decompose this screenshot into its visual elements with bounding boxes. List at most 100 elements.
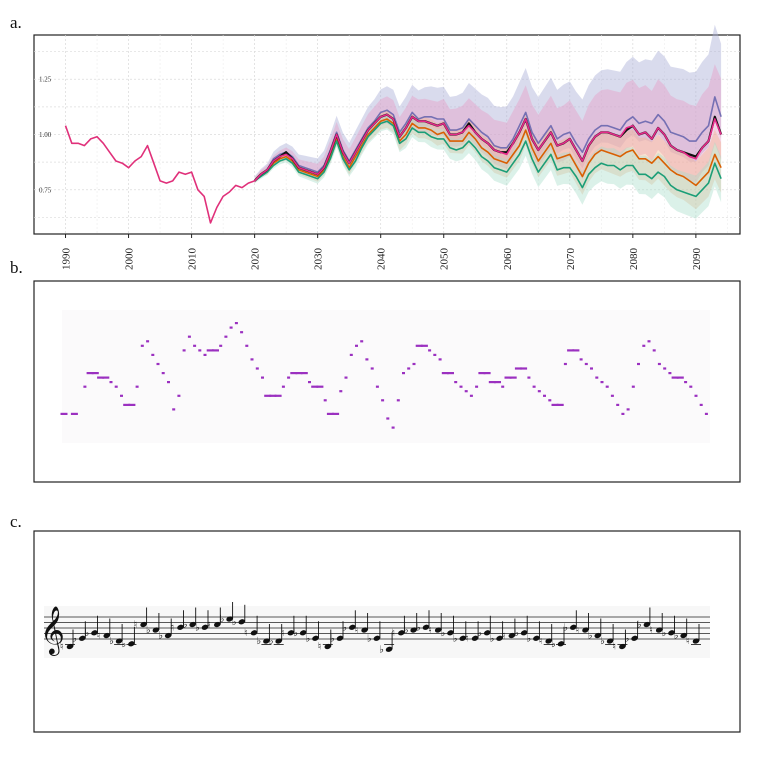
note-head xyxy=(373,635,381,641)
note-head xyxy=(668,630,675,636)
note-marker xyxy=(441,372,449,375)
note-marker xyxy=(109,381,113,384)
series-line xyxy=(254,113,722,182)
note-marker xyxy=(339,390,343,393)
note-marker xyxy=(689,385,693,388)
note-head xyxy=(447,630,454,636)
note-marker xyxy=(631,385,635,388)
flat-icon: ♭ xyxy=(146,625,151,636)
note-head xyxy=(177,624,184,630)
chart-c-staff-bg xyxy=(44,606,710,658)
note-marker xyxy=(261,376,264,379)
note-marker xyxy=(605,385,609,388)
flat-icon: ♭ xyxy=(588,631,593,642)
note-marker xyxy=(120,394,123,397)
note-marker xyxy=(245,344,249,347)
note-marker xyxy=(567,349,575,352)
note-head xyxy=(336,635,344,641)
note-marker xyxy=(527,376,531,379)
natural-icon: ♮ xyxy=(428,625,432,636)
note-marker xyxy=(610,394,614,397)
note-marker xyxy=(295,372,303,375)
note-head xyxy=(655,627,663,633)
note-marker xyxy=(250,358,254,361)
flat-icon: ♭ xyxy=(269,636,274,647)
note-head xyxy=(533,635,540,641)
series-line xyxy=(254,120,722,198)
note-marker xyxy=(548,399,552,402)
note-marker xyxy=(212,349,219,352)
note-marker xyxy=(647,340,651,343)
note-marker xyxy=(415,344,423,347)
note-marker xyxy=(102,376,110,379)
note-marker xyxy=(514,367,522,370)
note-marker xyxy=(332,412,340,415)
note-head xyxy=(410,627,418,633)
note-marker xyxy=(381,399,385,402)
natural-icon: ♮ xyxy=(207,620,211,631)
y-tick-label: 1.00 xyxy=(39,131,52,139)
note-marker xyxy=(177,394,181,397)
note-marker xyxy=(323,399,327,402)
line-chart-panel: 0.75 1.00 1.25 1990 2000 2010 2020 2030 2040 205… xyxy=(33,24,741,271)
flat-icon: ♭ xyxy=(563,622,568,633)
note-marker xyxy=(234,322,238,325)
note-head xyxy=(594,632,602,639)
treble-clef-icon: 𝄞 xyxy=(40,605,65,656)
chart-a-y-ticks: 0.75 1.00 1.25 xyxy=(39,76,52,195)
note-marker xyxy=(386,417,390,420)
flat-icon: ♭ xyxy=(342,622,347,633)
note-marker xyxy=(537,390,541,393)
natural-icon: ♮ xyxy=(686,636,690,647)
flat-icon: ♭ xyxy=(293,628,298,639)
note-marker xyxy=(206,349,214,352)
flat-icon: ♭ xyxy=(330,633,335,644)
note-marker xyxy=(349,353,353,356)
natural-icon: ♮ xyxy=(281,628,285,639)
note-marker xyxy=(123,403,131,406)
natural-icon: ♮ xyxy=(244,628,248,639)
note-head xyxy=(275,638,283,644)
note-marker xyxy=(563,362,567,366)
note-marker xyxy=(114,385,118,388)
note-marker xyxy=(637,362,640,366)
note-head xyxy=(520,630,528,636)
natural-icon: ♮ xyxy=(465,633,469,644)
note-marker xyxy=(240,331,244,334)
note-head xyxy=(692,638,700,644)
chart-b-notes xyxy=(60,322,708,429)
flat-icon: ♭ xyxy=(367,633,372,644)
note-head xyxy=(557,641,565,647)
flat-icon: ♭ xyxy=(441,628,446,639)
natural-icon: ♮ xyxy=(355,625,359,636)
note-marker xyxy=(274,394,282,397)
note-marker xyxy=(668,372,672,375)
uncertainty-band xyxy=(254,24,722,184)
note-head xyxy=(385,646,393,652)
note-head xyxy=(189,621,197,628)
note-marker xyxy=(459,385,463,388)
flat-icon: ♭ xyxy=(662,628,667,639)
note-marker xyxy=(483,372,491,375)
flat-icon: ♭ xyxy=(121,639,126,650)
note-marker xyxy=(290,372,298,375)
natural-icon: ♮ xyxy=(576,625,580,636)
uncertainty-band xyxy=(254,110,722,210)
note-head xyxy=(471,635,479,641)
note-head xyxy=(496,635,503,641)
natural-icon: ♮ xyxy=(60,642,64,653)
note-head xyxy=(508,632,516,639)
note-marker xyxy=(595,376,599,379)
note-marker xyxy=(663,367,667,370)
x-tick-label: 2080 xyxy=(628,248,640,271)
note-marker xyxy=(504,376,512,379)
note-marker xyxy=(308,381,311,384)
note-marker xyxy=(281,385,285,388)
natural-icon: ♮ xyxy=(649,625,653,636)
note-head xyxy=(422,624,430,630)
note-head xyxy=(140,621,147,628)
natural-icon: ♮ xyxy=(97,631,101,642)
flat-icon: ♭ xyxy=(183,620,188,631)
note-head xyxy=(66,643,74,650)
